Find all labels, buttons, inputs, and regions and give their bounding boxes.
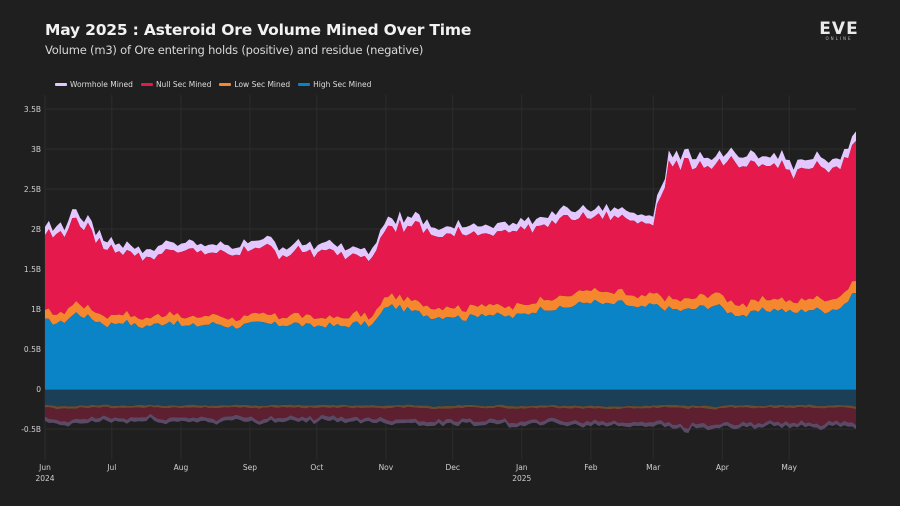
- legend-label-high-sec: High Sec Mined: [313, 80, 372, 89]
- legend-item-null-sec[interactable]: Null Sec Mined: [140, 80, 212, 89]
- y-tick-label: 2B: [31, 225, 41, 234]
- chart-legend: Wormhole Mined Null Sec Mined Low Sec Mi…: [55, 80, 371, 89]
- area-null-sec-mined[interactable]: [45, 141, 856, 322]
- legend-label-wormhole: Wormhole Mined: [70, 80, 133, 89]
- x-tick-label: Sep: [243, 463, 257, 472]
- x-tick-label: Dec: [445, 463, 460, 472]
- residue-areas: [45, 389, 856, 433]
- area-high-sec-residue[interactable]: [45, 389, 856, 408]
- legend-swatch-wormhole: [55, 83, 67, 86]
- x-tick-label: Apr: [716, 463, 730, 472]
- legend-label-null-sec: Null Sec Mined: [155, 80, 212, 89]
- logo-sub-text: ONLINE: [825, 36, 853, 41]
- x-tick-label: Mar: [646, 463, 661, 472]
- y-tick-label: 2.5B: [24, 185, 41, 194]
- x-axis: Jun 2024 Jul Aug Sep Oct Nov Dec Jan 2025 Feb Mar Ap…: [35, 463, 797, 483]
- y-tick-label: 3.5B: [24, 105, 41, 114]
- x-tick-label: Jan: [515, 463, 528, 472]
- chart-subtitle: Volume (m3) of Ore entering holds (posit…: [45, 43, 424, 57]
- y-tick-label: 1.5B: [24, 265, 41, 274]
- y-tick-label: 1B: [31, 305, 41, 314]
- y-tick-label: -0.5B: [21, 425, 41, 434]
- area-low-sec-mined[interactable]: [45, 281, 856, 329]
- area-wormhole-residue[interactable]: [45, 413, 856, 433]
- x-tick-label: Nov: [379, 463, 394, 472]
- y-tick-label: 0: [36, 385, 41, 394]
- mined-areas: [45, 131, 856, 390]
- legend-item-wormhole[interactable]: Wormhole Mined: [55, 80, 133, 89]
- x-tick-label: Jun: [38, 463, 51, 472]
- eve-online-logo: EVE ONLINE: [812, 19, 866, 42]
- logo-main-text: EVE: [819, 19, 859, 39]
- legend-label-low-sec: Low Sec Mined: [234, 80, 291, 89]
- x-tick-label: Aug: [174, 463, 189, 472]
- area-high-sec-mined[interactable]: [45, 293, 856, 389]
- y-axis: -0.5B 0 0.5B 1B 1.5B 2B 2.5B 3B 3.5B: [21, 105, 41, 434]
- x-tick-label: Oct: [310, 463, 323, 472]
- x-tick-label: May: [781, 463, 797, 472]
- area-low-sec-residue[interactable]: [45, 404, 856, 410]
- area-null-sec-residue[interactable]: [45, 406, 856, 429]
- legend-item-low-sec[interactable]: Low Sec Mined: [219, 80, 290, 89]
- area-wormhole-mined[interactable]: [45, 131, 856, 262]
- x-tick-year-label: 2024: [35, 474, 54, 483]
- y-tick-label: 3B: [31, 145, 41, 154]
- x-tick-label: Jul: [106, 463, 116, 472]
- legend-swatch-low-sec: [219, 83, 232, 86]
- legend-item-high-sec[interactable]: High Sec Mined: [298, 80, 371, 89]
- legend-swatch-null-sec: [140, 83, 153, 86]
- x-tick-label: Feb: [584, 463, 598, 472]
- x-tick-year-label: 2025: [512, 474, 531, 483]
- chart-title: May 2025 : Asteroid Ore Volume Mined Ove…: [45, 21, 472, 39]
- legend-swatch-high-sec: [298, 83, 311, 86]
- y-tick-label: 0.5B: [24, 345, 41, 354]
